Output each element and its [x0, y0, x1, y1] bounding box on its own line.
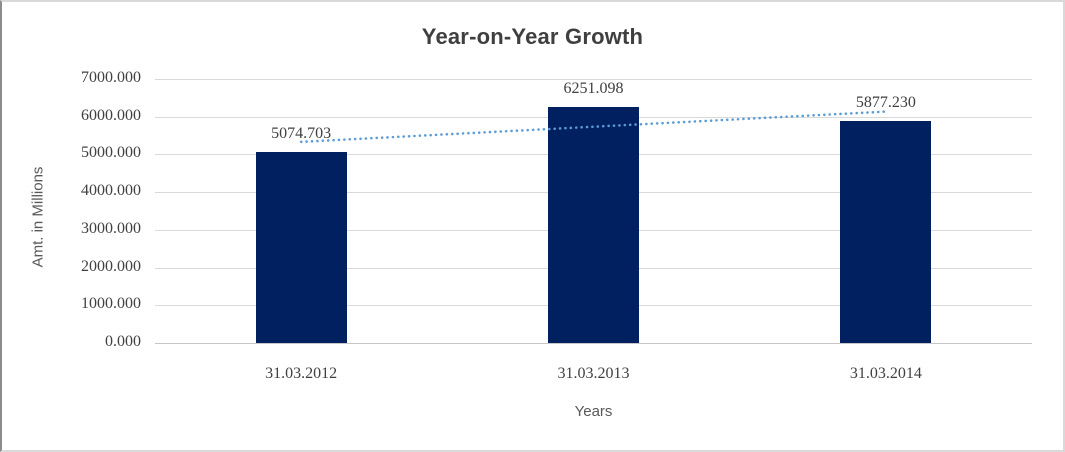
x-axis-tick-label: 31.03.2013	[557, 365, 630, 382]
plot-area: 5074.703 6251.098 5877.230	[155, 79, 1032, 344]
chart-title: Year-on-Year Growth	[421, 24, 644, 49]
y-axis-tick-label: 2000.000	[81, 258, 141, 275]
x-axis-line	[155, 343, 1032, 344]
x-axis-tick-label: 31.03.2012	[265, 365, 338, 382]
bar	[255, 151, 347, 343]
y-axis-tick-label: 7000.000	[81, 69, 141, 86]
bar	[840, 121, 932, 343]
y-axis-tick-label: 1000.000	[81, 295, 141, 312]
x-axis-tick-label: 31.03.2014	[849, 365, 922, 382]
bar-value-label: 5877.230	[855, 94, 916, 112]
y-axis-tick-label: 4000.000	[81, 182, 141, 199]
y-axis-tick-label: 5000.000	[81, 144, 141, 161]
y-axis-tick-label: 0.000	[105, 333, 141, 350]
bar	[548, 107, 639, 343]
x-axis-title: Years	[574, 403, 613, 420]
y-axis-tick-label: 3000.000	[81, 220, 141, 237]
bar-value-label: 5074.703	[271, 124, 332, 142]
y-axis-tick-label: 6000.000	[81, 107, 141, 124]
bar-value-label: 6251.098	[563, 80, 624, 98]
gridline	[155, 79, 1032, 80]
